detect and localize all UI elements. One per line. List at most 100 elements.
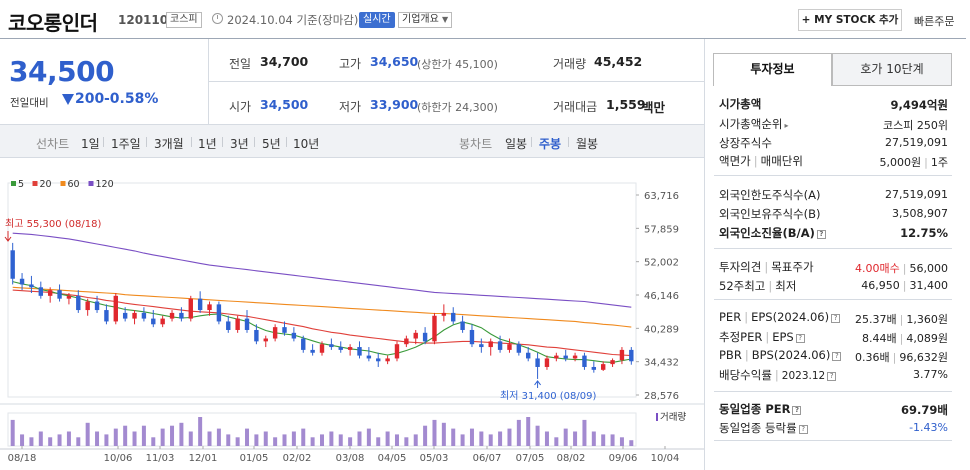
fper-value-text: 8.44배	[862, 332, 897, 345]
week52-high-text: 52주최고	[719, 279, 766, 293]
divider	[714, 299, 952, 300]
period-3y[interactable]: 3년	[230, 137, 249, 151]
period-daily[interactable]: 일봉	[505, 137, 528, 151]
divider	[254, 137, 255, 147]
volume-bar	[432, 419, 437, 446]
eps-value: 1,360원	[906, 313, 948, 326]
foreign-ratio-text: 외국인소진율(B/A)	[719, 226, 815, 240]
volume-label: 거래량	[553, 57, 587, 71]
compare-label: 전일대비	[10, 97, 49, 109]
chevron-right-icon: ▸	[784, 121, 789, 130]
period-3m[interactable]: 3개월	[154, 137, 184, 151]
candle-body	[188, 298, 193, 319]
volume-bar	[10, 419, 15, 446]
stock-code: 120110	[118, 13, 169, 27]
volume-bar	[141, 425, 146, 446]
volume-bar	[132, 431, 137, 446]
volume-bar	[85, 422, 90, 446]
divider	[222, 137, 223, 147]
per-value: 25.37배	[855, 313, 897, 326]
candle-body	[179, 312, 184, 319]
divider: |	[744, 310, 749, 324]
corp-info-dropdown[interactable]: 기업개요 ▼	[398, 12, 453, 28]
volume-bar	[282, 434, 287, 446]
candle-body	[66, 295, 72, 299]
high-arrow	[4, 236, 12, 242]
period-5y[interactable]: 5년	[262, 137, 281, 151]
price-change-pct: -0.58%	[104, 91, 159, 107]
tab-invest-info[interactable]: 투자정보	[713, 53, 832, 86]
add-mystock-button[interactable]: + MY STOCK 추가	[798, 9, 902, 31]
dividend-label: 배당수익률 | 2023.12?	[719, 367, 837, 383]
volume-bar	[488, 434, 493, 446]
help-icon[interactable]: ?	[831, 314, 841, 323]
volume-bar	[516, 419, 521, 446]
y-tick-label: 34,432	[644, 358, 679, 369]
period-weekly[interactable]: 주봉	[539, 137, 562, 151]
candle-body	[629, 349, 634, 362]
help-icon[interactable]: ?	[792, 406, 802, 415]
week52-low-text: 최저	[775, 279, 797, 293]
mcap-rank-label[interactable]: 시가총액순위 ▸	[719, 116, 789, 132]
volume-bar	[95, 431, 100, 446]
lower-limit: (하한가 24,300)	[417, 101, 498, 114]
help-icon[interactable]: ?	[827, 372, 837, 381]
quick-order-link[interactable]: 빠른주문	[914, 15, 955, 28]
period-monthly[interactable]: 월봉	[576, 137, 599, 151]
help-icon[interactable]: ?	[798, 425, 808, 434]
volume-bar	[554, 437, 559, 446]
mcap-rank-value: 코스피 250위	[883, 119, 948, 132]
help-icon[interactable]: ?	[816, 230, 826, 239]
divider: |	[892, 351, 897, 364]
amount-value: 1,559	[606, 97, 646, 112]
candle-body	[526, 352, 531, 359]
opinion-value: 4.00매수 | 56,000	[855, 260, 948, 276]
x-tick-label: 06/07	[473, 453, 502, 464]
divider: |	[899, 332, 904, 345]
x-tick-label: 01/05	[240, 453, 269, 464]
divider	[208, 81, 704, 82]
plot-frame	[7, 182, 637, 398]
volume-bar	[273, 437, 278, 446]
opinion-label: 투자의견 | 목표주가	[719, 259, 814, 275]
amount-unit: 백만	[642, 100, 666, 115]
divider	[714, 248, 952, 249]
period-10y[interactable]: 10년	[293, 137, 320, 151]
divider	[103, 137, 104, 147]
divider	[568, 137, 569, 147]
candle-body	[554, 355, 559, 359]
foreign-ratio-value: 12.75%	[900, 226, 948, 240]
x-tick-label: 12/01	[189, 453, 218, 464]
industry-per-label: 동일업종 PER?	[719, 401, 802, 417]
candle-body	[272, 327, 278, 339]
divider: |	[899, 313, 904, 326]
volume-bar	[310, 437, 315, 446]
candle-body	[451, 312, 456, 322]
period-1y[interactable]: 1년	[198, 137, 217, 151]
candle-body	[329, 344, 334, 348]
week52-high: 46,950	[861, 279, 900, 292]
volume-bar	[498, 431, 503, 446]
opinion-text: 투자의견	[719, 260, 762, 274]
help-icon[interactable]: ?	[832, 352, 842, 361]
base-date: 2024.10.04 기준(장마감)	[227, 13, 359, 27]
volume-bar	[526, 417, 531, 446]
realtime-button[interactable]: 실시간	[359, 12, 395, 28]
candle-body	[357, 347, 362, 356]
volume-bar	[469, 428, 474, 446]
period-1d[interactable]: 1일	[81, 137, 100, 151]
fper-text: 추정PER	[719, 330, 763, 344]
help-icon[interactable]: ?	[795, 334, 805, 343]
divider	[714, 175, 952, 176]
candle-body	[94, 301, 100, 311]
divider: |	[765, 330, 770, 344]
period-1w[interactable]: 1주일	[111, 137, 141, 151]
bps-text: BPS(2024.06)	[751, 348, 831, 362]
candle-body	[169, 312, 175, 319]
tab-hoga[interactable]: 호가 10단계	[832, 53, 952, 86]
candle-body	[319, 344, 325, 353]
stock-name: 코오롱인더	[8, 11, 98, 35]
x-tick-label: 07/05	[516, 453, 545, 464]
divider	[714, 391, 952, 392]
dividend-text: 배당수익률	[719, 368, 772, 382]
